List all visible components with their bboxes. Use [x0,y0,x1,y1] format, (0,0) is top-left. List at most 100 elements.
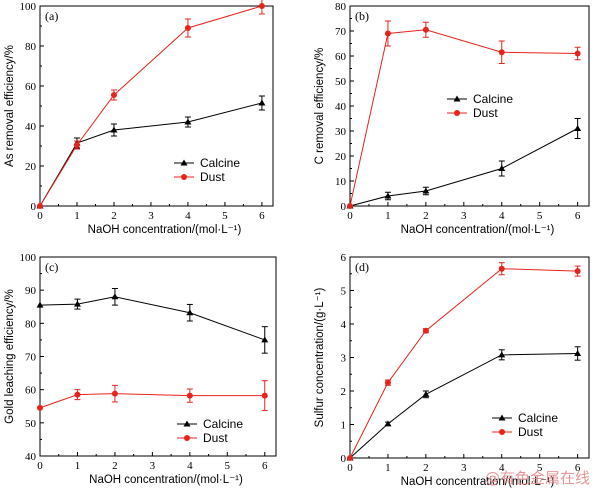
series-line [349,268,578,459]
y-axis-title: C removal efficiency/% [314,48,326,165]
legend-marker-triangle [183,420,191,427]
data-point-circle [74,391,81,398]
legend-label: Calcine [518,411,558,425]
data-point-circle [186,392,193,399]
x-tick-label: 6 [575,210,581,222]
series-line [39,393,265,409]
legend-marker-triangle [453,95,461,102]
x-tick-label: 4 [187,460,193,472]
data-point-circle [258,3,265,9]
y-tick-label: 50 [335,76,347,88]
x-tick-label: 5 [537,462,543,474]
legend-marker-circle [454,110,460,116]
y-tick-label: 2 [341,386,347,398]
x-tick-label: 3 [148,210,154,222]
data-point-circle [347,455,353,461]
series-dust [347,20,581,209]
series-calcine [346,118,582,209]
y-tick-label: 1 [341,420,347,432]
y-tick-label: 0 [31,201,37,213]
y-tick-label: 5 [341,286,347,298]
y-tick-label: 70 [335,26,347,38]
y-tick-label: 60 [335,51,347,63]
data-point-circle [37,203,43,209]
plot-frame [349,5,590,207]
legend-label: Calcine [473,92,513,106]
x-axis-title: NaOH concentration/(mol·L⁻¹) [88,224,242,236]
legend-label: Dust [200,170,225,184]
data-point-triangle [498,351,506,358]
data-point-triangle [574,125,582,131]
x-tick-label: 3 [150,460,156,472]
x-tick-label: 5 [537,210,543,222]
data-point-triangle [384,192,392,199]
data-point-triangle [110,126,118,133]
panel-label: (c) [45,260,58,274]
series-calcine [346,346,582,461]
series-line [349,352,578,459]
y-tick-label: 20 [25,161,37,173]
data-point-triangle [261,336,269,343]
x-tick-label: 0 [347,462,353,474]
legend-label: Calcine [200,156,240,170]
y-axis-title: Sulfur concentration/(g·L⁻¹) [314,288,326,428]
y-tick-label: 40 [25,121,37,133]
x-tick-label: 1 [385,462,391,474]
legend-marker-circle [181,174,187,180]
y-tick-label: 20 [335,151,347,163]
data-point-triangle [498,165,506,171]
chart-panel-c: 0 1 2 3 4 5 6 40 50 60 70 80 90 100 NaOH concentration… [4,252,277,486]
panel-label: (d) [355,260,369,274]
y-tick-label: 0 [341,453,347,465]
plot-frame [349,256,590,459]
series-line [39,296,265,341]
y-tick-label: 40 [25,451,37,463]
legend-label: Dust [518,425,543,439]
x-tick-label: 0 [37,210,43,222]
x-tick-label: 3 [461,462,467,474]
x-tick-label: 2 [111,210,117,222]
series-calcine [36,95,266,209]
legend-marker-triangle [498,414,506,421]
x-tick-label: 1 [75,460,81,472]
panel-label: (a) [45,9,58,23]
series-line [39,102,263,207]
x-tick-label: 3 [461,210,467,222]
data-point-triangle [422,390,430,397]
y-tick-label: 80 [25,318,37,330]
y-tick-label: 100 [20,1,37,13]
chart-panel-d: 0 1 2 3 4 5 6 0 1 2 3 4 5 6 NaOH concentration/(mol·L⁻… [314,252,590,488]
x-tick-label: 5 [222,210,228,222]
y-tick-label: 90 [25,285,37,297]
x-axis-title: NaOH concentration/(mol·L⁻¹) [401,224,555,236]
data-point-circle [261,392,268,399]
y-tick-label: 70 [25,352,37,364]
data-point-circle [110,92,117,98]
series-dust [37,0,265,209]
series-line [39,5,263,207]
panel-label: (b) [355,9,369,23]
y-axis-title: Gold leaching efficiency/% [4,289,16,424]
legend-marker-triangle [180,159,188,166]
data-point-triangle [384,420,392,427]
x-tick-label: 5 [225,460,231,472]
series-dust [37,380,268,412]
data-point-circle [574,50,581,57]
y-tick-label: 10 [335,176,347,188]
legend-label: Calcine [203,417,243,431]
data-point-circle [498,49,505,56]
data-point-triangle [111,293,119,300]
y-tick-label: 3 [341,353,347,365]
legend-label: Dust [203,431,228,445]
y-tick-label: 80 [335,1,347,13]
data-point-triangle [186,309,194,316]
y-tick-label: 80 [25,41,37,53]
x-tick-label: 0 [347,210,353,222]
data-point-circle [184,25,191,31]
y-tick-label: 60 [25,385,37,397]
y-tick-label: 60 [25,81,37,93]
